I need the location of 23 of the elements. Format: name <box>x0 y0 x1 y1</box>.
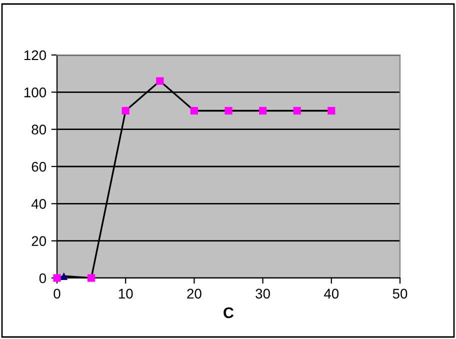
point <box>258 106 267 115</box>
y-tick-label: 0 <box>39 273 46 284</box>
point <box>293 106 301 115</box>
x-axis-title: C <box>224 307 234 318</box>
x-tick-label: 10 <box>118 288 133 299</box>
y-tick-label: 80 <box>32 124 46 135</box>
point <box>328 106 336 115</box>
point <box>122 106 130 115</box>
x-tick-label: 50 <box>392 288 408 299</box>
x-tick-label: 40 <box>324 288 339 299</box>
y-tick-label: 100 <box>24 88 46 98</box>
point <box>87 274 96 282</box>
x-tick-label: 30 <box>256 288 270 299</box>
y-tick-label: 20 <box>32 236 46 246</box>
y-tick-label: 40 <box>31 199 46 209</box>
point <box>224 106 232 115</box>
x-tick-label: 20 <box>187 288 202 299</box>
point <box>190 106 198 115</box>
point <box>60 272 68 280</box>
y-tick-label: 60 <box>32 162 46 172</box>
point <box>156 77 164 85</box>
x-tick-label: 0 <box>54 288 60 299</box>
y-tick-label: 120 <box>24 50 46 60</box>
